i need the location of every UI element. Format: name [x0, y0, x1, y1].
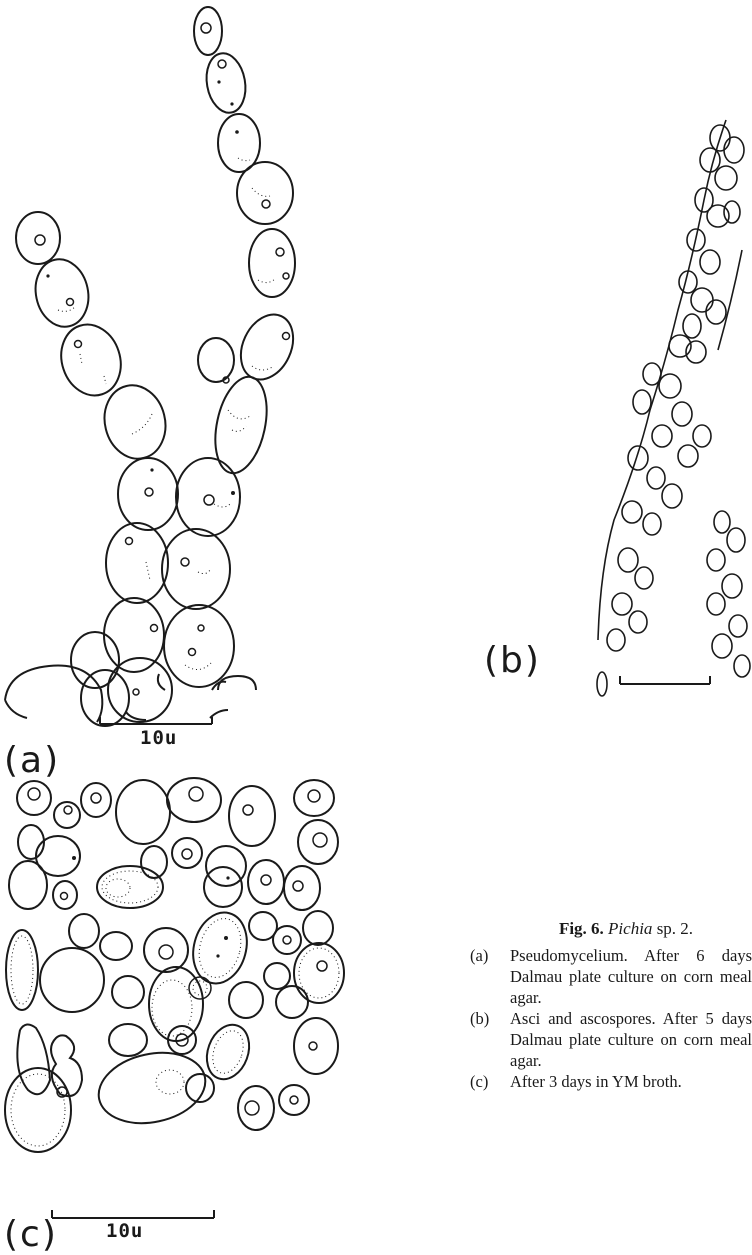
panel-b-drawing: [596, 119, 751, 697]
caption-item-b: (b) Asci and ascospores. After 5 days Da…: [470, 1008, 752, 1071]
panel-a-scale-label: 10u: [140, 727, 178, 749]
caption-item-text: After 3 days in YM broth.: [510, 1072, 682, 1091]
caption-item-tag: (b): [470, 1009, 490, 1028]
caption-item-text: Asci and ascospores. After 5 days Dalmau…: [510, 1009, 752, 1070]
panel-c-scale-label: 10u: [106, 1220, 144, 1242]
caption-figure-number: Fig. 6.: [558, 919, 604, 938]
caption-species: sp. 2.: [652, 919, 694, 938]
caption-item-tag: (c): [470, 1072, 489, 1091]
panel-b-label: (b): [484, 640, 541, 681]
caption-item-text: Pseudomycelium. After 6 days Dalmau plat…: [510, 946, 752, 1007]
panel-a-drawing: [4, 6, 296, 727]
panel-c-drawing: [4, 777, 345, 1153]
panel-c-label: (c): [4, 1214, 58, 1255]
panel-c-scale-bar: [51, 1210, 215, 1219]
figure-caption: Fig. 6. Pichia sp. 2. (a) Pseudomycelium…: [470, 918, 752, 1092]
caption-item-a: (a) Pseudomycelium. After 6 days Dalmau …: [470, 945, 752, 1008]
caption-genus: Pichia: [608, 919, 653, 938]
panel-a-label: (a): [4, 740, 61, 781]
caption-item-tag: (a): [470, 946, 489, 965]
caption-title: Fig. 6. Pichia sp. 2.: [500, 918, 752, 939]
caption-item-c: (c) After 3 days in YM broth.: [470, 1071, 752, 1092]
